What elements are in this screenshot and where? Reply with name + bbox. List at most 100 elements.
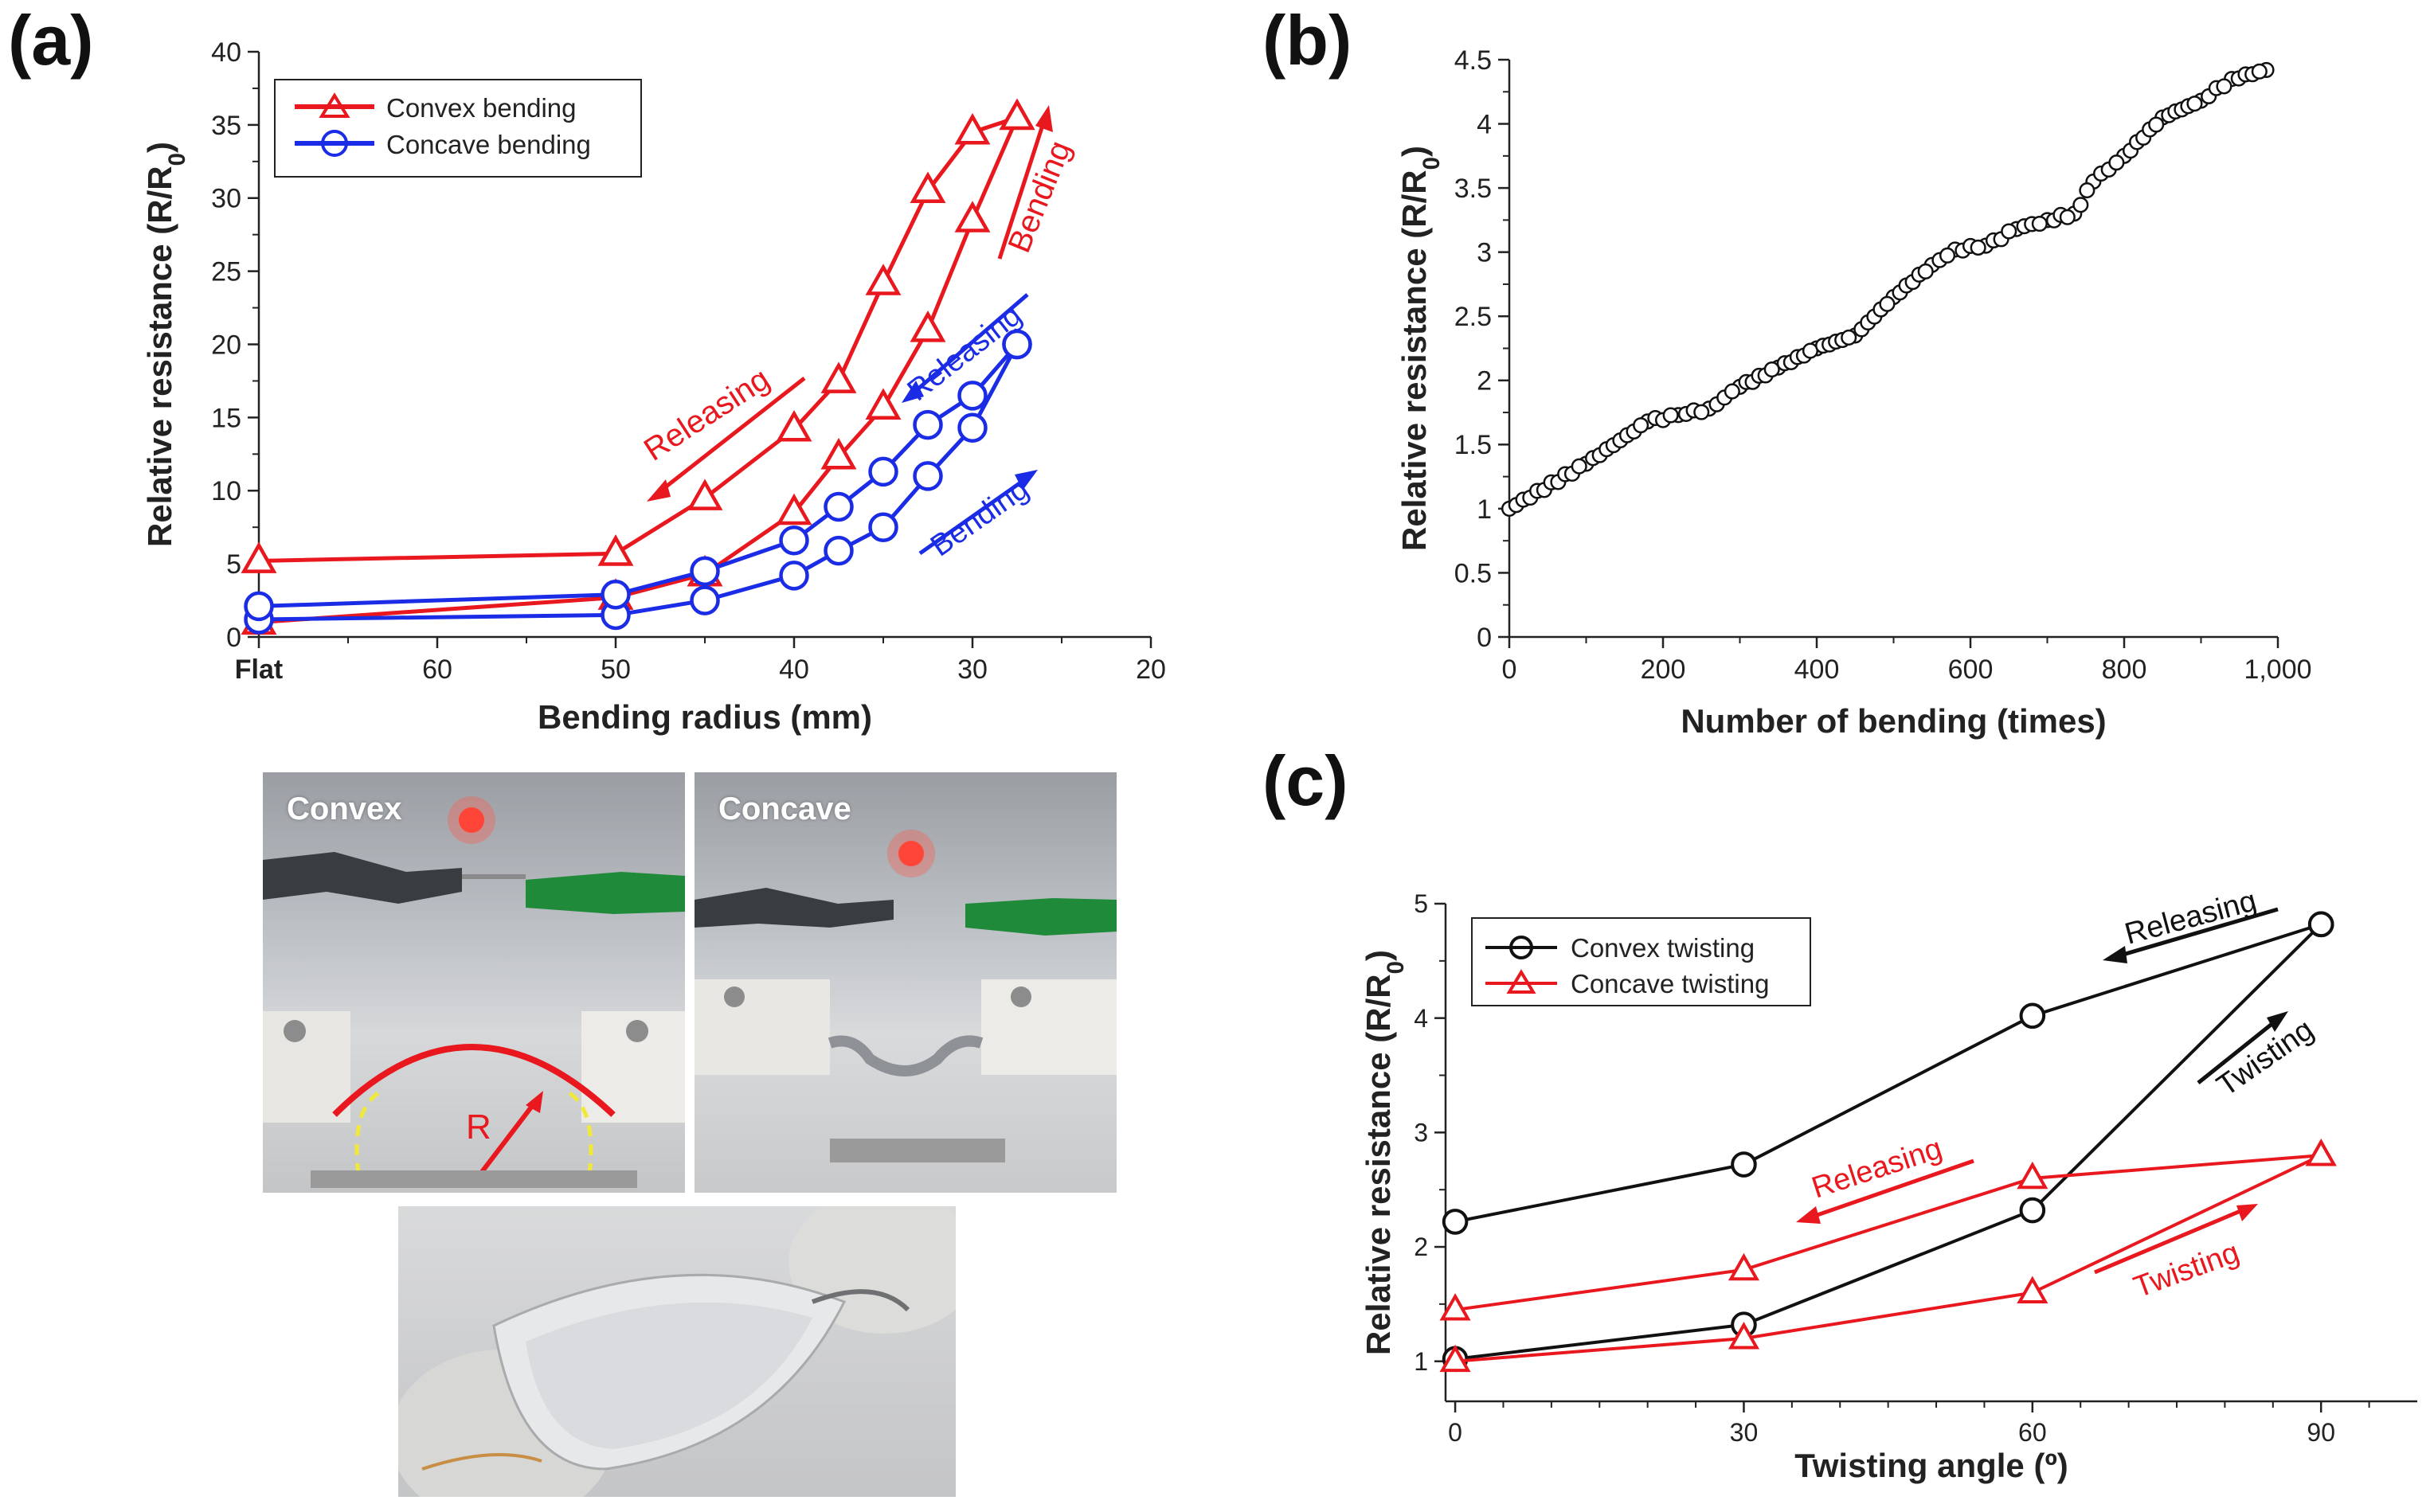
x-tick-label: Flat xyxy=(235,654,283,685)
mesh-area-icon xyxy=(526,1302,812,1449)
y-tick-label: 5 xyxy=(226,549,241,580)
y-tick-label: 35 xyxy=(211,111,241,141)
data-point xyxy=(2108,154,2125,171)
arrow-red-releasing xyxy=(655,377,806,495)
data-point xyxy=(2305,1139,2337,1166)
series-line xyxy=(1454,922,2322,1224)
dashed-circle-left-icon xyxy=(354,1088,384,1175)
y-axis-label: Relative resistance (R/R0) xyxy=(1395,146,1445,551)
legend-label-convex: Convex twisting xyxy=(1571,933,1755,963)
black-clip-icon xyxy=(695,888,894,928)
panel-label-c: (c) xyxy=(1262,741,1348,820)
chart-b: 0 200 400 600 800 1,000 0 0.5 1 1.5 2 2.5 3 3.5 4 4.5 Nu… xyxy=(1395,45,2312,740)
data-point xyxy=(2251,63,2268,80)
green-clip-icon xyxy=(965,898,1117,936)
x-tick-label: 40 xyxy=(779,654,809,685)
data-point xyxy=(2216,78,2232,95)
y-tick-label: 20 xyxy=(211,330,241,360)
screw-icon xyxy=(724,987,745,1007)
x-tick-label: 1,000 xyxy=(2244,654,2311,685)
x-tick-label: 30 xyxy=(957,654,988,685)
photo-caption-concave: Concave xyxy=(718,791,851,826)
arrow-red-releasing xyxy=(1807,1158,1974,1221)
data-point xyxy=(865,264,902,295)
led-icon xyxy=(459,807,484,833)
legend-label-convex: Convex bending xyxy=(386,93,577,123)
bending-arc-icon xyxy=(332,1044,616,1117)
data-point xyxy=(1693,404,1710,420)
annotation-twisting-concave: Twisting xyxy=(2130,1236,2244,1304)
data-point xyxy=(2072,197,2089,213)
x-tick-label: 60 xyxy=(422,654,452,685)
data-point xyxy=(2079,182,2095,199)
y-tick-label: 2.5 xyxy=(1454,302,1492,332)
x-tick-label: 200 xyxy=(1641,654,1686,685)
data-point xyxy=(2307,911,2334,938)
x-axis-label: Bending radius (mm) xyxy=(538,698,872,736)
arrow-black-twisting xyxy=(2197,1018,2279,1084)
data-point xyxy=(2186,96,2203,112)
data-point xyxy=(241,541,277,573)
data-point xyxy=(999,98,1035,131)
data-point xyxy=(1731,1151,1757,1178)
legend-marker-circle xyxy=(321,130,348,157)
data-point xyxy=(868,456,898,487)
data-point xyxy=(687,479,723,510)
data-point xyxy=(1939,247,1956,264)
led-glow-icon xyxy=(887,830,935,877)
data-point xyxy=(954,201,991,232)
data-point xyxy=(1724,383,1740,400)
legend-label-concave: Concave bending xyxy=(386,130,591,159)
data-point xyxy=(2017,1161,2048,1190)
legend-a: Convex bending Concave bending xyxy=(274,79,642,178)
data-point xyxy=(820,437,857,470)
screw-icon xyxy=(1011,987,1031,1007)
arrow-red-twisting xyxy=(2094,1206,2247,1275)
data-point xyxy=(1442,1209,1469,1235)
data-point xyxy=(2019,1197,2046,1224)
data-point xyxy=(1728,1321,1760,1350)
x-tick-label: 50 xyxy=(601,654,631,685)
data-point xyxy=(954,112,991,145)
data-point xyxy=(690,556,720,587)
data-point xyxy=(776,409,812,442)
data-point xyxy=(1763,361,1780,378)
left-clamp-icon xyxy=(263,1011,350,1123)
radius-label: R xyxy=(466,1108,491,1147)
right-clamp-icon xyxy=(981,979,1117,1075)
y-tick-label: 4 xyxy=(1414,1004,1428,1033)
x-tick-label: 0 xyxy=(1502,654,1517,685)
x-axis-label: Twisting angle (º) xyxy=(1794,1447,2068,1484)
y-axis-label: Relative resistance (R/R0) xyxy=(1360,950,1409,1355)
y-tick-label: 0 xyxy=(1477,623,1492,653)
y-tick-label: 25 xyxy=(211,257,241,287)
data-point xyxy=(824,535,854,566)
data-point xyxy=(779,561,809,591)
arrow-black-releasing xyxy=(2114,907,2279,959)
wire-icon xyxy=(811,1289,910,1312)
black-clip-icon xyxy=(263,852,462,904)
spring-icon xyxy=(311,1170,637,1188)
arrowhead-red-twisting xyxy=(2236,1204,2258,1221)
arrowhead-black-twisting xyxy=(2267,1011,2288,1032)
data-point xyxy=(2031,215,2048,232)
arrowhead-red-bending xyxy=(1035,105,1053,132)
data-point xyxy=(910,171,946,204)
y-tick-label: 0 xyxy=(226,623,241,653)
panel-label-b: (b) xyxy=(1262,1,1352,80)
x-tick-label: 400 xyxy=(1794,654,1840,685)
data-point xyxy=(2001,223,2017,240)
y-tick-label: 3.5 xyxy=(1454,174,1492,204)
led-icon xyxy=(898,841,924,866)
x-tick-label: 60 xyxy=(2018,1418,2047,1447)
y-tick-label: 40 xyxy=(211,37,241,68)
y-tick-label: 3 xyxy=(1414,1119,1428,1147)
panel-label-a: (a) xyxy=(8,1,94,80)
y-tick-label: 0.5 xyxy=(1454,558,1492,588)
data-point xyxy=(1439,1344,1471,1373)
x-tick-label: 90 xyxy=(2307,1418,2335,1447)
series-line xyxy=(1454,1154,2322,1363)
data-point xyxy=(868,512,898,542)
series-line xyxy=(1454,1154,2322,1312)
arrow-red-bending xyxy=(997,117,1047,260)
